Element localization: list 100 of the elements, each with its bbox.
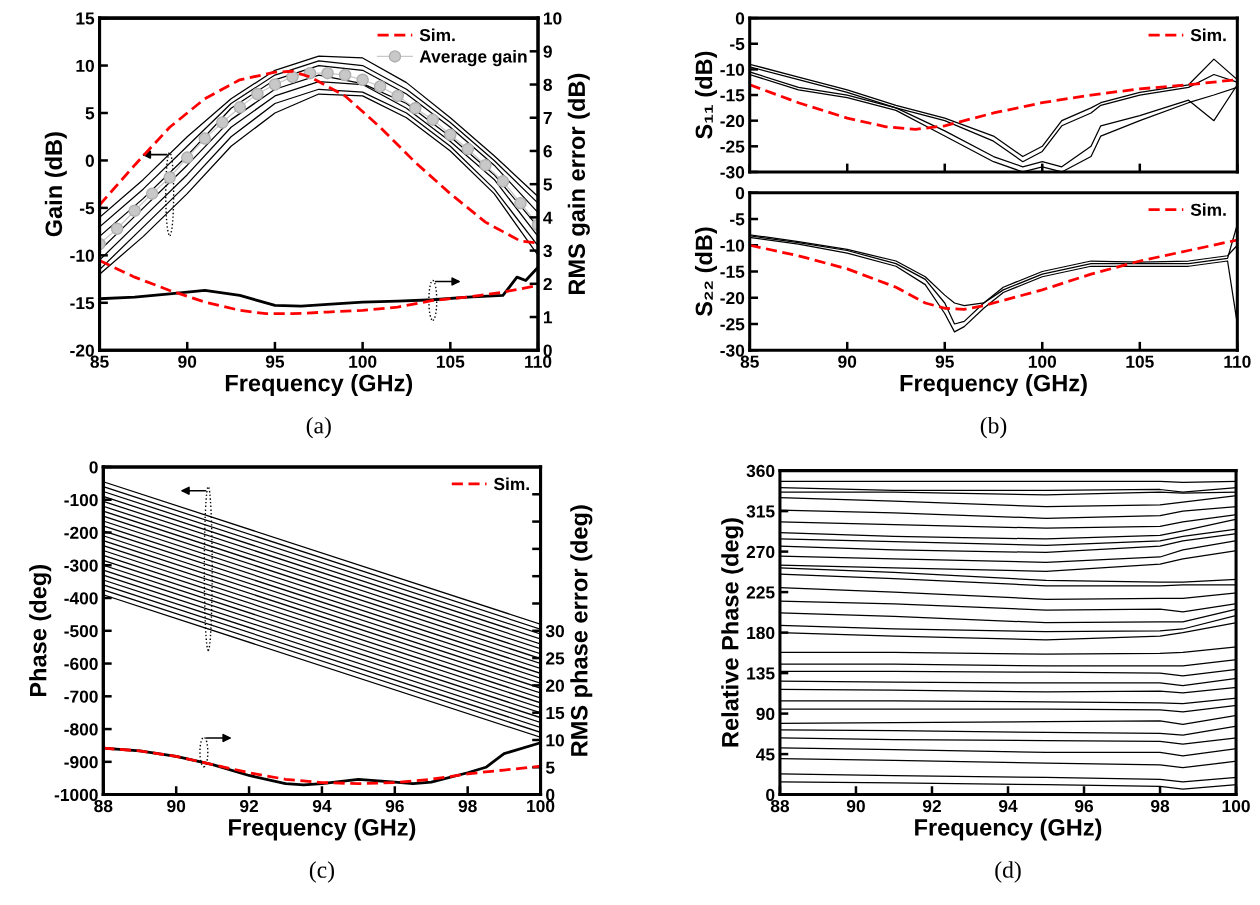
y2-tick-label: 8 [543,78,552,91]
x-tick-label: 100 [527,799,555,813]
y-tick-label: -600 [64,657,98,671]
legend-label: Average gain [419,49,527,67]
x-tick-label: 88 [94,799,113,813]
y2-tick-label: 5 [543,178,553,191]
y2-tick-label: 9 [543,45,552,58]
y2-axis-title: RMS phase error (deg) [570,505,593,756]
y2-tick-label: 20 [546,679,564,692]
y-tick-label: 180 [747,626,775,640]
x-tick-label: 92 [922,799,941,813]
y-tick-label: -20 [720,114,745,128]
y-tick-label: 15 [76,12,95,25]
y-tick-label: 45 [756,748,775,761]
x-tick-label: 105 [436,355,465,368]
y-tick-label: 135 [747,667,775,680]
y-tick-label: -15 [720,89,745,102]
x-tick-label: 90 [846,799,865,813]
y2-tick-label: 15 [546,707,565,720]
y-tick-label: 0 [85,154,94,167]
y-tick-label: -500 [64,624,98,638]
y-tick-label: -30 [720,166,745,179]
y-tick-label: -1000 [54,788,98,802]
y-tick-label: 360 [746,464,775,478]
y-tick-label: 0 [735,186,745,200]
y2-tick-label: 1 [543,311,553,324]
y-tick-label: 0 [766,788,775,802]
y-tick-label: 315 [746,505,775,518]
y2-tick-label: 10 [546,734,564,747]
x-tick-label: 110 [525,355,552,368]
y-tick-label: -100 [64,493,98,507]
y-axis-title: S₁₁ (dB) [694,51,717,139]
y2-axis-title: RMS gain error (dB) [567,73,590,295]
y-tick-label: -25 [720,140,745,153]
y-tick-label: 90 [756,707,775,721]
x-tick-label: 90 [178,355,197,368]
y-tick-label: 0 [89,461,98,474]
x-tick-label: 95 [265,355,285,368]
y-tick-label: -900 [64,756,98,769]
y-tick-label: -20 [70,344,94,357]
y-tick-label: -700 [64,690,98,703]
y2-tick-label: 6 [543,145,552,158]
x-tick-label: 100 [1028,355,1057,368]
y2-tick-label: 10 [543,12,562,25]
y-axis-title: Relative Phase (deg) [721,518,744,747]
x-tick-label: 105 [1126,355,1154,368]
x-tick-label: 94 [312,799,332,813]
x-tick-label: 96 [1074,799,1094,813]
y-tick-label: 10 [76,59,94,73]
y2-tick-label: 4 [543,211,553,224]
y2-tick-label: 30 [545,624,564,638]
y-tick-label: -30 [720,344,745,357]
y-axis-title: S₂₂ (dB) [694,227,717,317]
y-tick-label: -10 [70,249,94,262]
y-tick-label: -25 [720,318,745,331]
y-tick-label: -400 [64,592,98,605]
y-tick-label: -200 [64,526,98,539]
y2-tick-label: 0 [543,344,552,357]
y-tick-label: 5 [85,107,95,120]
x-tick-label: 98 [1150,799,1170,813]
x-tick-label: 100 [349,355,377,368]
x-tick-label: 90 [838,355,857,368]
text: (a) [306,416,331,439]
y-tick-label: -800 [64,723,98,736]
x-tick-label: 95 [935,355,954,368]
x-axis-title: Frequency (GHz) [229,818,416,841]
y2-tick-label: 3 [543,244,552,258]
x-tick-label: 85 [90,355,109,368]
x-tick-label: 92 [240,799,259,813]
x-tick-label: 110 [1224,355,1251,368]
x-axis-title: Frequency (GHz) [900,374,1087,397]
y-tick-label: -10 [720,239,745,252]
x-tick-label: 98 [458,799,477,813]
y-axis-title: Gain (dB) [44,132,67,237]
y-axis-title: Phase (deg) [29,565,52,697]
x-tick-label: 85 [740,355,759,368]
y-tick-label: -15 [720,265,745,278]
y-tick-label: -15 [70,297,95,310]
legend-label: Sim. [1190,28,1226,42]
y-tick-label: 0 [735,12,745,25]
y-tick-label: -20 [720,291,745,305]
y2-tick-label: 2 [543,277,552,291]
legend-label: Sim. [1190,203,1226,216]
y-tick-label: -5 [730,38,745,51]
y2-tick-label: 7 [543,112,552,125]
text: (c) [309,861,334,883]
x-tick-label: 90 [167,799,186,813]
y-tick-label: -10 [720,63,745,76]
y-tick-label: 270 [746,545,775,559]
legend-label: Sim. [493,477,529,491]
y-tick-label: -5 [79,202,95,215]
y-tick-label: -5 [730,213,745,226]
x-axis-title: Frequency (GHz) [915,818,1102,841]
x-tick-label: 94 [998,799,1018,813]
text: (d) [995,861,1021,883]
y2-tick-label: 0 [546,788,555,802]
y2-tick-label: 5 [545,761,555,774]
legend-label: Sim. [419,28,455,42]
y-tick-label: 225 [746,586,775,599]
x-tick-label: 100 [1222,799,1250,813]
